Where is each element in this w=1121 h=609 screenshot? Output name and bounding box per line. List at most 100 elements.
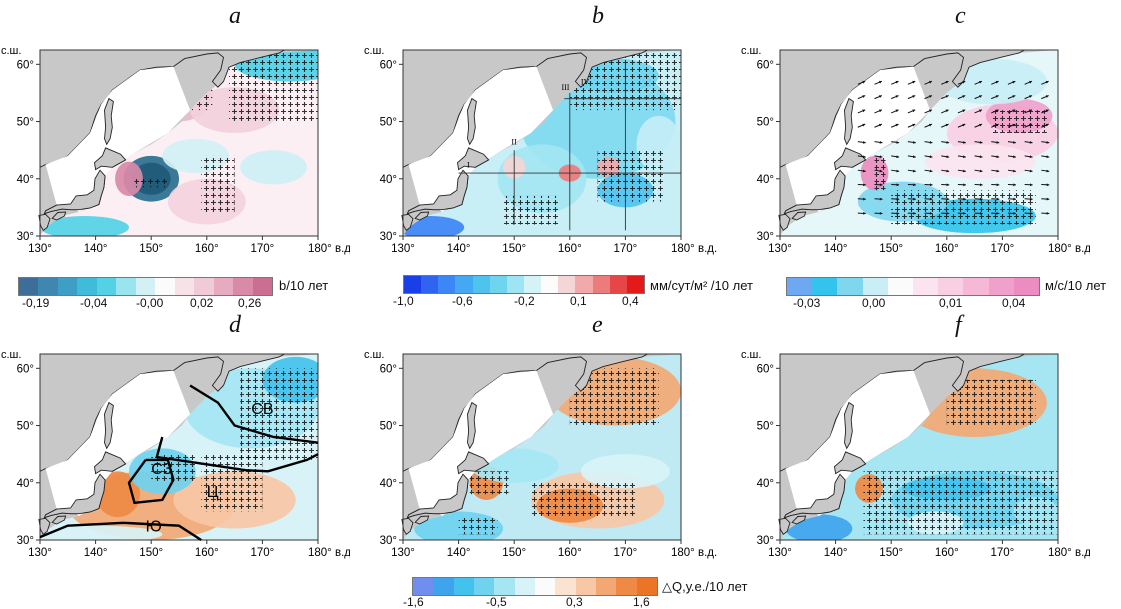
lat-axis-title: с.ш. (1, 349, 21, 361)
colorbar-a-swatch (77, 278, 97, 295)
lon-tick-label: 160° (935, 547, 959, 559)
colorbar-a-swatch (194, 278, 214, 295)
lon-tick-label: 160° (558, 243, 582, 255)
wind-arrow-head (1029, 109, 1033, 113)
wind-arrow-head (962, 95, 966, 98)
wind-arrow-head (946, 169, 950, 173)
lon-tick-label: 130° (28, 243, 52, 255)
landmass (467, 97, 477, 146)
masked-sea (408, 370, 554, 516)
wind-arrow-head (945, 123, 949, 127)
masked-sea (45, 66, 191, 212)
lat-tick-label: 30° (380, 535, 397, 547)
lat-tick-label: 60° (757, 363, 774, 375)
lon-tick-label: 150° (502, 547, 526, 559)
colorbar-b-swatch (455, 276, 473, 293)
region-label-south: Ю (146, 518, 162, 535)
lat-axis-title: с.ш. (741, 45, 761, 57)
colorbar-def-tick: -1,6 (403, 595, 424, 609)
lon-tick-label: 130° (391, 547, 415, 559)
landmass (778, 213, 791, 231)
region-boundary (155, 436, 319, 473)
significance-stipple (469, 471, 509, 495)
lon-tick-label: 130° (768, 547, 792, 559)
panel-label-c: c (955, 3, 966, 29)
colorbar-c-tick: 0,00 (862, 296, 886, 310)
wind-arrow-head (862, 123, 866, 127)
lat-tick-label: 30° (380, 231, 397, 243)
colorbar-c-swatch (988, 278, 1014, 295)
lat-tick-label: 40° (757, 174, 774, 186)
map-panel-c: с.ш. 60° 50° 40° 30° 130° 140° 150° 160° 170° 180°… (740, 38, 1090, 258)
colorbar-a-tick: -0,00 (136, 296, 164, 310)
lon-tick-label: 170° (991, 243, 1015, 255)
wind-arrow-head (995, 109, 999, 113)
wind-arrow-head (879, 197, 883, 201)
landmass (104, 401, 114, 450)
lon-tick-label: 130° (768, 243, 792, 255)
wind-arrow-head (963, 155, 966, 159)
wind-arrow-head (912, 80, 916, 84)
lat-axis-title: с.ш. (741, 349, 761, 361)
wind-arrow-head (1012, 95, 1016, 98)
lon-tick-label: 140° (84, 243, 108, 255)
colorbar-a-tick: 0,26 (238, 296, 262, 310)
map-svg: с.ш. 60° 50° 40° 30°130° 140° 150° 160° 170° 180°… (1, 45, 350, 255)
colorbar-def-swatch (616, 578, 637, 595)
wind-arrow-head (1045, 95, 1049, 98)
wind-arrow-head (1029, 123, 1033, 127)
colorbar-b-tick: -1,0 (393, 294, 414, 308)
wind-arrow-head (912, 140, 916, 144)
lat-tick-label: 40° (380, 174, 397, 186)
field-patch (240, 150, 307, 185)
section-label: II (511, 137, 517, 146)
wind-arrow-head (1029, 140, 1033, 144)
colorbar-b-swatch (438, 276, 456, 293)
lat-tick-label: 60° (380, 363, 397, 375)
significance-stipple (229, 52, 318, 122)
significance-stipple (863, 471, 1058, 535)
colorbar-b-swatch (558, 276, 576, 293)
colorbar-c-unit: м/с/10 лет (1045, 278, 1107, 293)
wind-arrow-head (1029, 155, 1033, 159)
colorbar-a-swatch (57, 278, 78, 295)
wind-arrow-head (878, 123, 882, 127)
significance-stipple (201, 155, 235, 214)
lat-tick-label: 30° (17, 231, 34, 243)
wind-arrow-head (979, 169, 983, 173)
lon-tick-label: 140° (447, 547, 471, 559)
colorbar-b-swatch (626, 276, 644, 293)
map-svg: с.ш. 60° 50° 40° 30°130° 140° 150° 160° 170° 180°… (364, 45, 717, 255)
lat-tick-label: 40° (380, 478, 397, 490)
wind-arrow-head (1046, 140, 1050, 144)
colorbar-a-unit: b/10 лет (279, 278, 329, 293)
lat-tick-label: 50° (380, 117, 397, 129)
wind-arrow-head (912, 109, 916, 113)
panel-label-e: e (592, 312, 603, 338)
map-svg: с.ш. 60° 50° 40° 30°130° 140° 150° 160° 170° 180°… (741, 349, 1090, 559)
colorbar-c-swatch (812, 278, 838, 295)
map-svg: с.ш. 60° 50° 40° 30°130° 140° 150° 160° 170° 180°… (1, 349, 350, 559)
colorbar-c-swatch (938, 278, 964, 295)
landmass (401, 213, 414, 231)
lat-axis-title: с.ш. (364, 45, 384, 57)
wind-arrow-head (978, 109, 982, 113)
landmass (104, 97, 114, 146)
wind-arrow-head (912, 155, 916, 159)
colorbar-a-tick: -0,19 (22, 296, 50, 310)
wind-arrow-head (963, 140, 966, 144)
wind-arrow-head (929, 183, 933, 187)
colorbar-a-tick: -0,04 (80, 296, 108, 310)
lon-tick-label: 170° (251, 547, 275, 559)
wind-arrow-head (1046, 197, 1050, 201)
colorbar-c-swatch (862, 278, 888, 295)
lat-tick-label: 30° (757, 535, 774, 547)
wind-arrow-head (895, 80, 899, 84)
wind-arrow-head (1029, 80, 1033, 84)
wind-arrow-head (928, 80, 932, 84)
landmass (406, 169, 469, 215)
significance-stipple (503, 195, 559, 225)
colorbar-c-swatch (787, 278, 813, 295)
lon-tick-label: 150° (879, 547, 903, 559)
wind-arrow-head (928, 109, 932, 113)
